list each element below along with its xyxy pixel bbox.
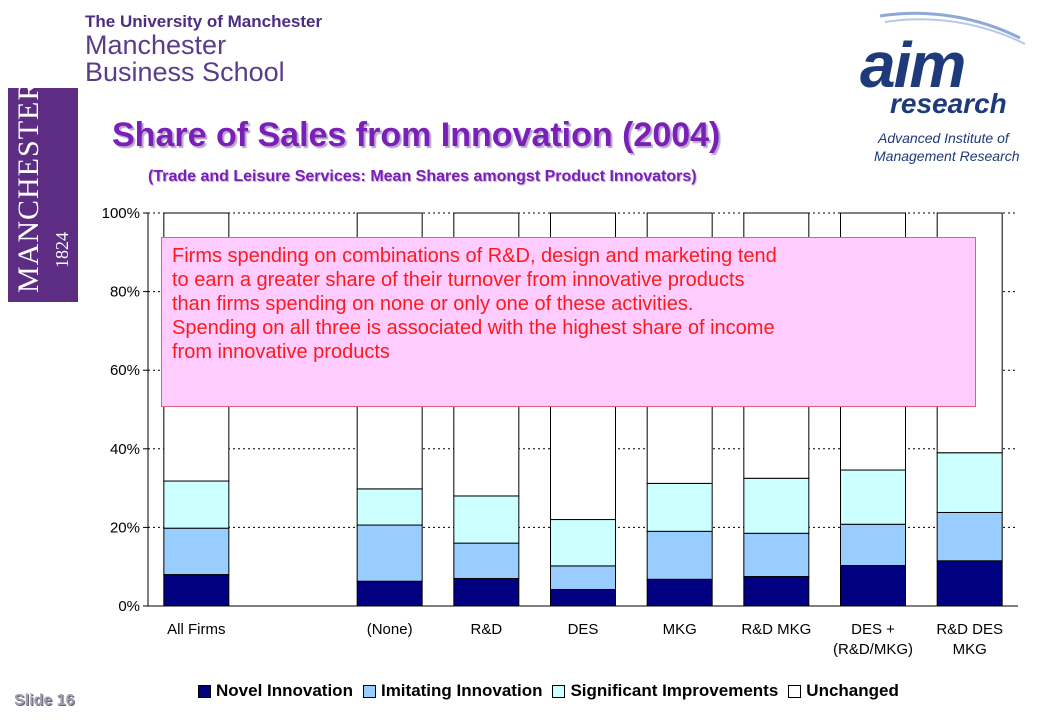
aim-logo-subtitle-1: Advanced Institute of bbox=[878, 130, 1009, 146]
bar-segment bbox=[163, 480, 230, 529]
bar-segment bbox=[550, 565, 616, 590]
x-tick-label: R&D MKG bbox=[741, 621, 811, 638]
bar-segment bbox=[356, 488, 423, 526]
callout-line: Firms spending on combinations of R&D, d… bbox=[172, 245, 777, 267]
x-tick-label: DES + bbox=[851, 621, 895, 638]
bar-segment bbox=[356, 524, 423, 582]
bar-segment bbox=[646, 578, 713, 607]
legend-item: Imitating Innovation bbox=[362, 681, 543, 701]
bar-segment bbox=[550, 519, 616, 567]
bar-segment bbox=[163, 527, 230, 576]
bar-segment bbox=[743, 477, 810, 534]
bar-segment bbox=[453, 577, 520, 607]
legend-swatch-novel bbox=[198, 684, 211, 698]
bar-segment bbox=[936, 452, 1003, 513]
university-name: The University of Manchester bbox=[85, 12, 323, 31]
y-tick-label: 40% bbox=[110, 441, 140, 458]
university-header: The University of Manchester Manchester … bbox=[85, 12, 322, 86]
legend-swatch-imitating bbox=[362, 684, 376, 698]
school-name-line1: Manchester bbox=[85, 30, 227, 60]
x-tick-label: All Firms bbox=[167, 621, 225, 638]
manchester-logo: MANCHESTER 1824 bbox=[8, 80, 78, 302]
bar-segment bbox=[936, 560, 1003, 607]
x-tick-label: MKG bbox=[953, 641, 987, 658]
bar-segment bbox=[453, 542, 520, 579]
callout-line: Spending on all three is associated with… bbox=[172, 317, 775, 339]
bar-segment bbox=[646, 530, 713, 580]
bar-segment bbox=[840, 469, 906, 525]
bar-segment bbox=[840, 565, 906, 607]
x-tick-label: R&D bbox=[470, 621, 502, 638]
legend-swatch-unchanged bbox=[788, 684, 802, 698]
bar-segment bbox=[936, 511, 1003, 562]
slide-number: Slide 16 bbox=[14, 692, 75, 709]
bar-segment bbox=[550, 588, 616, 607]
x-tick-label: DES bbox=[568, 621, 599, 638]
legend-label: Imitating Innovation bbox=[380, 681, 543, 700]
aim-swoosh-icon bbox=[879, 11, 1026, 45]
callout-line: from innovative products bbox=[172, 341, 390, 363]
aim-logo-mark: aim bbox=[860, 29, 966, 101]
chart-legend: Novel Innovation Imitating Innovation Si… bbox=[198, 680, 909, 702]
school-name-line2: Business School bbox=[85, 57, 285, 87]
legend-item: Significant Improvements bbox=[552, 681, 778, 701]
aim-logo-subtitle-2: Management Research bbox=[874, 148, 1020, 164]
legend-item: Unchanged bbox=[788, 681, 899, 701]
bar-segment bbox=[163, 574, 230, 607]
x-tick-label: (None) bbox=[367, 621, 413, 638]
bar-segment bbox=[646, 482, 713, 532]
callout-line: to earn a greater share of their turnove… bbox=[172, 269, 745, 291]
y-tick-label: 60% bbox=[110, 362, 140, 379]
legend-label: Unchanged bbox=[806, 681, 899, 700]
legend-item: Novel Innovation bbox=[198, 681, 353, 701]
bar-segment bbox=[743, 532, 810, 578]
x-tick-label: (R&D/MKG) bbox=[833, 641, 913, 658]
y-tick-label: 80% bbox=[110, 284, 140, 301]
callout-box: Firms spending on combinations of R&D, d… bbox=[161, 237, 976, 407]
bar-segment bbox=[356, 580, 423, 607]
bar-segment bbox=[840, 523, 906, 567]
aim-research-logo: aim research Advanced Institute of Manag… bbox=[860, 8, 1035, 168]
legend-label: Novel Innovation bbox=[216, 681, 353, 700]
x-tick-label: R&D DES bbox=[936, 621, 1003, 638]
y-tick-label: 0% bbox=[118, 598, 140, 615]
x-tick-label: MKG bbox=[663, 621, 697, 638]
y-tick-label: 100% bbox=[102, 205, 140, 222]
bar-segment bbox=[453, 495, 520, 544]
aim-logo-research: research bbox=[890, 88, 1007, 119]
chart-title: Share of Sales from Innovation (2004) bbox=[112, 116, 721, 154]
bar-segment bbox=[743, 576, 810, 607]
chart-subtitle: (Trade and Leisure Services: Mean Shares… bbox=[148, 168, 697, 185]
y-tick-label: 20% bbox=[110, 519, 140, 536]
callout-line: than firms spending on none or only one … bbox=[172, 293, 694, 315]
legend-label: Significant Improvements bbox=[570, 681, 779, 700]
legend-swatch-significant bbox=[552, 684, 566, 698]
